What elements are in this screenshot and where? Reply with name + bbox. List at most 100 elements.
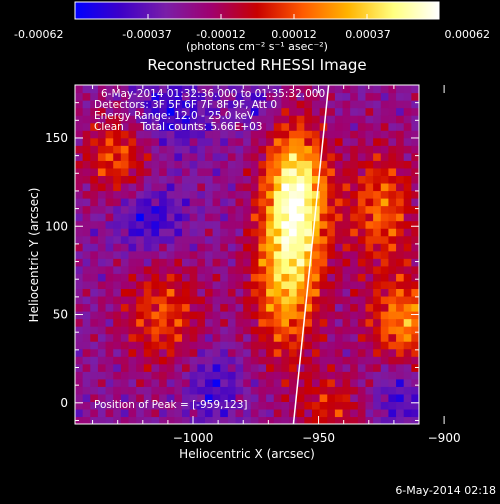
heatmap-cell: [166, 115, 175, 124]
heatmap-cell: [143, 175, 153, 184]
heatmap-cell: [90, 416, 99, 424]
heatmap-cell: [97, 167, 107, 176]
heatmap-cell: [373, 167, 382, 176]
heatmap-cell: [159, 228, 168, 237]
heatmap-cell: [373, 213, 382, 222]
heatmap-cell: [159, 326, 168, 335]
heatmap-cell: [182, 288, 191, 297]
heatmap-cell: [373, 107, 382, 116]
heatmap-cell: [319, 280, 328, 289]
heatmap-cell: [273, 295, 282, 305]
heatmap-cell: [82, 175, 91, 184]
heatmap-cell: [365, 401, 374, 410]
heatmap-cell: [113, 198, 122, 207]
heatmap-cell: [197, 182, 206, 192]
heatmap-cell: [319, 311, 328, 320]
heatmap-cell: [75, 333, 84, 342]
heatmap-cell: [327, 213, 336, 222]
heatmap-cell: [143, 303, 153, 312]
heatmap-cell: [396, 122, 405, 131]
heatmap-cell: [289, 303, 298, 312]
heatmap-cell: [266, 175, 275, 184]
heatmap-cell: [296, 85, 305, 94]
heatmap-cell: [120, 182, 130, 192]
heatmap-cell: [350, 311, 359, 320]
heatmap-cell: [166, 280, 175, 289]
heatmap-cell: [342, 160, 351, 169]
heatmap-cell: [342, 273, 351, 282]
heatmap-cell: [159, 386, 168, 395]
heatmap-cell: [388, 311, 397, 320]
heatmap-cell: [357, 213, 367, 222]
heatmap-cell: [380, 228, 390, 237]
heatmap-cell: [220, 175, 229, 184]
heatmap-cell: [227, 152, 237, 161]
heatmap-cell: [182, 85, 191, 94]
heatmap-cell: [120, 220, 130, 229]
heatmap-cell: [281, 318, 290, 327]
heatmap-cell: [159, 190, 168, 199]
heatmap-cell: [342, 371, 351, 380]
heatmap-cell: [327, 280, 336, 289]
heatmap-cell: [266, 115, 275, 124]
heatmap-cell: [342, 137, 351, 146]
heatmap-cell: [212, 182, 221, 192]
heatmap-cell: [350, 243, 359, 252]
heatmap-cell: [296, 190, 305, 199]
heatmap-cell: [120, 92, 130, 101]
heatmap-cell: [128, 167, 137, 176]
heatmap-cell: [258, 341, 267, 350]
heatmap-cell: [204, 243, 214, 252]
heatmap-cell: [350, 378, 359, 387]
heatmap-cell: [235, 243, 244, 252]
heatmap-cell: [75, 265, 84, 274]
heatmap-cell: [296, 258, 305, 267]
heatmap-cell: [151, 160, 160, 169]
heatmap-cell: [373, 273, 382, 282]
heatmap-cell: [250, 228, 260, 237]
heatmap-cell: [235, 258, 244, 267]
heatmap-cell: [182, 130, 191, 139]
heatmap-cell: [105, 175, 114, 184]
heatmap-cell: [227, 100, 237, 109]
heatmap-cell: [197, 152, 206, 161]
heatmap-cell: [136, 92, 145, 101]
heatmap-cell: [105, 235, 114, 244]
heatmap-cell: [380, 107, 390, 116]
heatmap-cell: [357, 303, 367, 312]
heatmap-cell: [151, 318, 160, 327]
heatmap-cell: [411, 386, 419, 395]
heatmap-cell: [227, 250, 237, 259]
heatmap-cell: [281, 401, 290, 410]
heatmap-cell: [281, 311, 290, 320]
heatmap-cell: [136, 167, 145, 176]
heatmap-cell: [334, 401, 344, 410]
heatmap-cell: [327, 311, 336, 320]
heatmap-cell: [357, 205, 367, 214]
heatmap-cell: [227, 363, 237, 372]
heatmap-cell: [243, 198, 252, 207]
heatmap-cell: [411, 235, 419, 244]
heatmap-cell: [174, 205, 183, 214]
heatmap-cell: [90, 341, 99, 350]
heatmap-cell: [143, 250, 153, 259]
heatmap-cell: [90, 356, 99, 365]
heatmap-cell: [258, 333, 267, 342]
heatmap-cell: [197, 288, 206, 297]
heatmap-cell: [113, 85, 122, 94]
heatmap-cell: [143, 220, 153, 229]
heatmap-cell: [396, 348, 405, 357]
heatmap-cell: [380, 318, 390, 327]
heatmap-cell: [304, 326, 313, 335]
heatmap-cell: [396, 341, 405, 350]
heatmap-cell: [189, 198, 198, 207]
heatmap-cell: [136, 122, 145, 131]
heatmap-cell: [90, 190, 99, 199]
heatmap-cell: [304, 160, 313, 169]
heatmap-cell: [90, 295, 99, 305]
x-axis-label: Heliocentric X (arcsec): [179, 447, 315, 461]
heatmap-cell: [82, 386, 91, 395]
heatmap-cell: [289, 243, 298, 252]
heatmap-cell: [365, 250, 374, 259]
heatmap-cell: [319, 356, 328, 365]
